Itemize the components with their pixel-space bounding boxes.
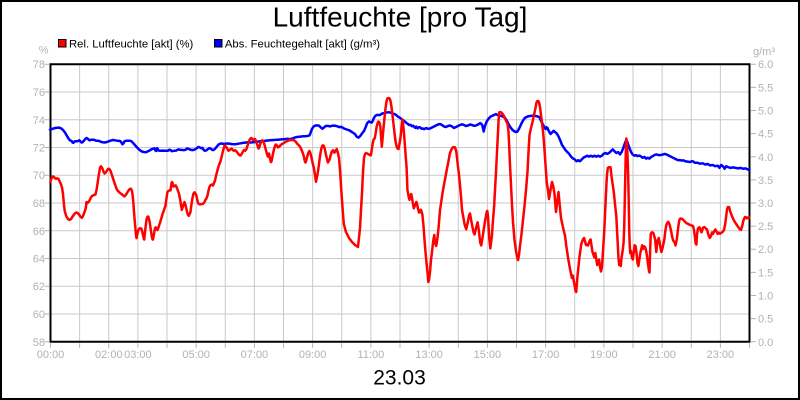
svg-text:03:00: 03:00 bbox=[124, 349, 152, 361]
svg-text:70: 70 bbox=[33, 170, 45, 182]
svg-text:23.03: 23.03 bbox=[373, 367, 426, 390]
svg-text:0.5: 0.5 bbox=[758, 314, 773, 326]
svg-text:0.0: 0.0 bbox=[758, 337, 773, 349]
svg-text:58: 58 bbox=[33, 337, 45, 349]
svg-text:60: 60 bbox=[33, 309, 45, 321]
svg-text:76: 76 bbox=[33, 87, 45, 99]
svg-text:07:00: 07:00 bbox=[241, 349, 269, 361]
svg-text:5.5: 5.5 bbox=[758, 82, 773, 94]
svg-text:05:00: 05:00 bbox=[182, 349, 210, 361]
svg-text:00:00: 00:00 bbox=[37, 349, 65, 361]
svg-text:Luftfeuchte [pro Tag]: Luftfeuchte [pro Tag] bbox=[273, 2, 528, 33]
svg-text:%: % bbox=[39, 45, 49, 57]
svg-text:11:00: 11:00 bbox=[358, 349, 385, 361]
svg-text:66: 66 bbox=[33, 226, 45, 238]
svg-text:1.0: 1.0 bbox=[758, 291, 773, 303]
svg-text:2.0: 2.0 bbox=[758, 244, 773, 256]
svg-text:3.5: 3.5 bbox=[758, 175, 773, 187]
svg-text:1.5: 1.5 bbox=[758, 267, 773, 279]
svg-text:2.5: 2.5 bbox=[758, 221, 773, 233]
svg-text:Abs. Feuchtegehalt [akt] (g/m³: Abs. Feuchtegehalt [akt] (g/m³) bbox=[225, 39, 380, 51]
svg-text:72: 72 bbox=[33, 143, 45, 155]
svg-text:15:00: 15:00 bbox=[474, 349, 502, 361]
svg-text:09:00: 09:00 bbox=[299, 349, 327, 361]
svg-text:68: 68 bbox=[33, 198, 45, 210]
svg-text:21:00: 21:00 bbox=[648, 349, 676, 361]
svg-text:62: 62 bbox=[33, 281, 45, 293]
svg-text:02:00: 02:00 bbox=[95, 349, 123, 361]
svg-text:78: 78 bbox=[33, 59, 45, 71]
svg-text:4.5: 4.5 bbox=[758, 129, 773, 141]
svg-text:5.0: 5.0 bbox=[758, 106, 773, 118]
svg-text:6.0: 6.0 bbox=[758, 59, 773, 71]
svg-text:74: 74 bbox=[33, 115, 45, 127]
svg-text:17:00: 17:00 bbox=[532, 349, 560, 361]
svg-text:13:00: 13:00 bbox=[415, 349, 443, 361]
svg-text:3.0: 3.0 bbox=[758, 198, 773, 210]
svg-text:19:00: 19:00 bbox=[590, 349, 618, 361]
svg-text:Rel. Luftfeuchte [akt] (%): Rel. Luftfeuchte [akt] (%) bbox=[69, 39, 194, 51]
svg-text:23:00: 23:00 bbox=[707, 349, 735, 361]
svg-text:64: 64 bbox=[33, 254, 45, 266]
svg-text:4.0: 4.0 bbox=[758, 152, 773, 164]
svg-text:g/m³: g/m³ bbox=[753, 46, 775, 58]
